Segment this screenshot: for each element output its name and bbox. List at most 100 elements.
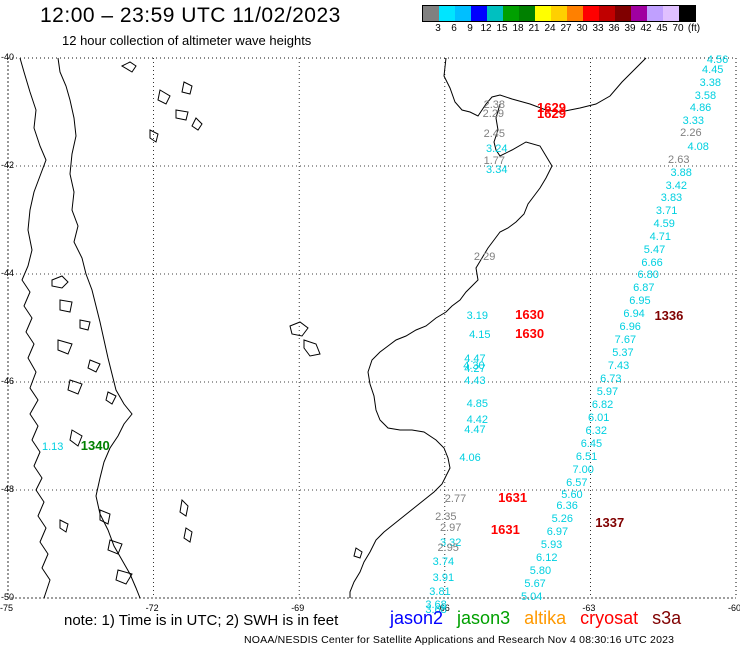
pass-time-label: 1630 bbox=[515, 326, 545, 342]
wave-height-label: 3.88 bbox=[670, 166, 692, 179]
wave-height-label: 5.04 bbox=[520, 591, 543, 603]
wave-height-label: 7.00 bbox=[572, 463, 594, 476]
color-swatch bbox=[631, 6, 647, 21]
color-scale-labels: 3 6 9 12 15 18 21 24 27 30 33 36 39 42 45 70 (ft) bbox=[422, 22, 700, 36]
wave-height-label: 3.71 bbox=[655, 205, 678, 218]
wave-height-label: 4.47 bbox=[464, 353, 486, 366]
map-frame bbox=[7, 57, 737, 599]
wave-height-label: 3.19 bbox=[466, 310, 489, 323]
wave-height-label: 4.27 bbox=[464, 363, 486, 376]
wave-height-label: 3.58 bbox=[694, 89, 717, 102]
wave-height-label: 6.45 bbox=[580, 437, 603, 450]
wave-height-label: 6.82 bbox=[591, 398, 614, 411]
wave-height-label: 6.80 bbox=[637, 269, 659, 282]
wave-height-label: 3.24 bbox=[486, 142, 508, 155]
color-swatch bbox=[615, 6, 631, 21]
wave-height-label: 6.57 bbox=[566, 476, 588, 489]
wave-height-label: 3.33 bbox=[682, 114, 705, 127]
wave-height-label: 6.94 bbox=[623, 308, 645, 321]
wave-height-label: 5.60 bbox=[561, 489, 583, 502]
island-outline bbox=[57, 339, 73, 355]
color-swatch bbox=[503, 6, 519, 21]
island-outline bbox=[79, 319, 91, 331]
color-scale-label: (ft) bbox=[687, 23, 701, 34]
color-scale-label: 15 bbox=[496, 23, 508, 34]
color-scale-label: 27 bbox=[560, 23, 572, 34]
wave-height-label: 1.77 bbox=[483, 154, 506, 167]
island-outline bbox=[99, 509, 111, 525]
satellite-legend: jason2 jason3 altika cryosat s3a bbox=[390, 608, 695, 629]
wave-height-label: 3.42 bbox=[665, 179, 688, 192]
wave-height-label: 2.95 bbox=[437, 542, 459, 555]
wave-height-label: 2.63 bbox=[668, 153, 690, 166]
coastline-chile-west bbox=[19, 57, 51, 599]
latitude-tick-label: -42 bbox=[1, 160, 15, 170]
color-scale-label: 6 bbox=[451, 23, 457, 34]
coastline bbox=[19, 57, 647, 599]
color-swatch bbox=[567, 6, 583, 21]
color-scale-label: 12 bbox=[480, 23, 492, 34]
color-swatch bbox=[679, 6, 695, 21]
wave-height-label: 3.91 bbox=[432, 571, 455, 584]
pass-time-label: 1340 bbox=[80, 437, 110, 453]
wave-height-label: 5.47 bbox=[643, 244, 666, 257]
wave-height-label: 2.29 bbox=[482, 108, 505, 121]
coastline-andes-east bbox=[57, 57, 141, 599]
wave-height-label: 4.47 bbox=[464, 423, 486, 436]
wave-height-label: 6.36 bbox=[556, 500, 578, 513]
color-scale-label: 21 bbox=[528, 23, 540, 34]
wave-height-label: 6.96 bbox=[619, 321, 641, 333]
wave-height-label: 7.67 bbox=[614, 333, 637, 346]
color-swatch bbox=[583, 6, 599, 21]
map-gridlines bbox=[7, 57, 737, 599]
latitude-tick-label: -46 bbox=[1, 376, 15, 386]
latitude-tick-label: -48 bbox=[1, 484, 15, 494]
note-text: note: 1) Time is in UTC; 2) SWH is in fe… bbox=[64, 612, 339, 629]
island-outline bbox=[289, 321, 309, 337]
satellite-legend-item: jason2 bbox=[390, 608, 444, 628]
satellite-legend-item: cryosat bbox=[580, 608, 639, 628]
coastline-north bbox=[443, 57, 647, 117]
latitude-tick-label: -40 bbox=[1, 52, 15, 62]
color-scale-label: 39 bbox=[624, 23, 636, 34]
wave-height-label: 4.56 bbox=[706, 54, 729, 67]
wave-height-label: 4.59 bbox=[653, 218, 675, 231]
color-swatch bbox=[535, 6, 551, 21]
wave-height-label: 4.85 bbox=[466, 397, 489, 410]
latitude-tick-label: -50 bbox=[1, 592, 15, 602]
color-scale-label: 24 bbox=[544, 23, 556, 34]
pass-time-label: 1629 bbox=[537, 106, 566, 122]
island-outline bbox=[69, 429, 83, 447]
wave-height-label: 4.08 bbox=[687, 140, 709, 153]
wave-height-label: 3.68 bbox=[425, 598, 447, 611]
wave-height-label: 6.51 bbox=[575, 450, 598, 463]
wave-height-label: 4.43 bbox=[464, 375, 486, 387]
island-outline bbox=[179, 498, 189, 517]
wave-height-label: 4.45 bbox=[702, 63, 724, 76]
island-outline bbox=[157, 89, 171, 105]
longitude-tick-label: -75 bbox=[0, 603, 14, 613]
wave-height-label: 6.01 bbox=[587, 411, 610, 424]
color-scale-label: 18 bbox=[512, 23, 524, 34]
wave-height-label: 5.80 bbox=[529, 565, 552, 578]
wave-height-label: 6.12 bbox=[536, 552, 558, 565]
island-outline bbox=[107, 539, 123, 555]
pass-time-label: 1629 bbox=[537, 99, 566, 115]
map-title: 12:00 – 23:59 UTC 11/02/2023 bbox=[40, 4, 341, 27]
pass-time-label: 1631 bbox=[498, 489, 528, 505]
longitude-tick-label: -60 bbox=[728, 603, 740, 613]
wave-height-label: 4.71 bbox=[649, 231, 672, 244]
coastline-patagonia bbox=[349, 103, 553, 598]
color-scale-label: 45 bbox=[656, 23, 668, 34]
wave-height-label: 5.67 bbox=[524, 578, 546, 591]
wave-height-label: 2.97 bbox=[439, 521, 462, 534]
longitude-tick-label: -66 bbox=[436, 603, 450, 613]
pass-time-label: 1631 bbox=[490, 521, 520, 537]
color-scale-swatches bbox=[422, 5, 696, 22]
color-swatch bbox=[455, 6, 471, 21]
island-outline bbox=[353, 547, 363, 559]
credit-line: NOAA/NESDIS Center for Satellite Applica… bbox=[244, 634, 675, 646]
color-swatch bbox=[663, 6, 679, 21]
island-outline bbox=[105, 391, 117, 405]
